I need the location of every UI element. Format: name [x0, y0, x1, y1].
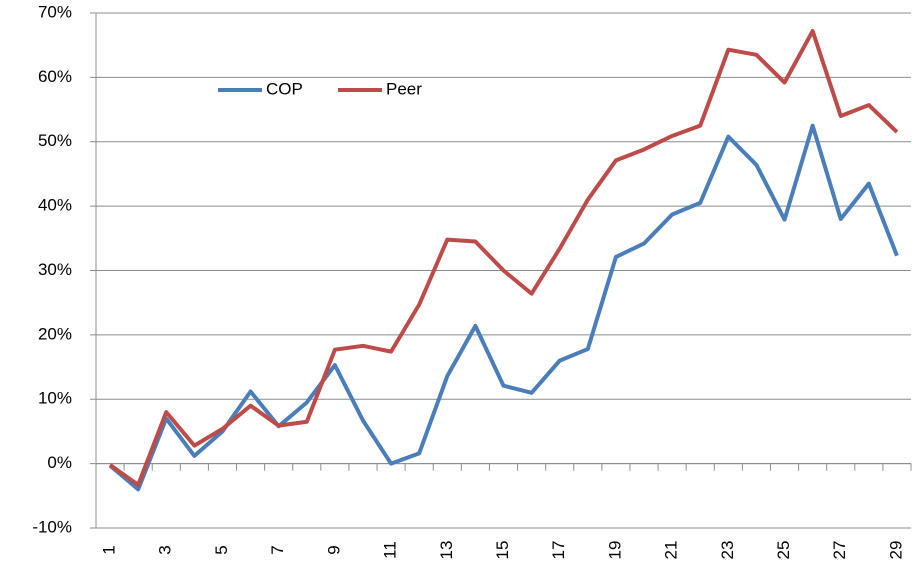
x-tick-label: 7 [268, 545, 287, 554]
data-line [108, 123, 899, 492]
legend-label: COP [266, 79, 303, 98]
x-tick-label: 1 [100, 545, 119, 554]
x-tick-label: 11 [381, 541, 400, 559]
x-tick-label: 25 [774, 541, 793, 560]
x-tick-label: 9 [324, 545, 343, 554]
x-tick-label: 15 [493, 541, 512, 560]
y-tick-label: 10% [38, 389, 72, 408]
x-tick-label: 29 [886, 541, 905, 560]
x-tick-label: 17 [549, 541, 568, 560]
y-tick-label: 40% [38, 196, 72, 215]
y-tick-label: 60% [38, 67, 72, 86]
y-tick-label: 20% [38, 324, 72, 343]
x-tick-label: 27 [830, 541, 849, 560]
x-tick-label: 3 [156, 545, 175, 554]
legend-label: Peer [386, 79, 422, 98]
x-tick-label: 19 [605, 541, 624, 560]
x-tick-label: 5 [212, 545, 231, 554]
x-tick-label: 21 [662, 541, 681, 560]
data-line [108, 29, 899, 487]
x-tick-label: 23 [718, 541, 737, 560]
x-tick-label: 13 [437, 541, 456, 560]
y-tick-label: 0% [47, 453, 72, 472]
y-tick-label: -10% [32, 517, 72, 536]
y-tick-label: 70% [38, 2, 72, 21]
y-tick-label: 30% [38, 260, 72, 279]
y-tick-label: 50% [38, 131, 72, 150]
